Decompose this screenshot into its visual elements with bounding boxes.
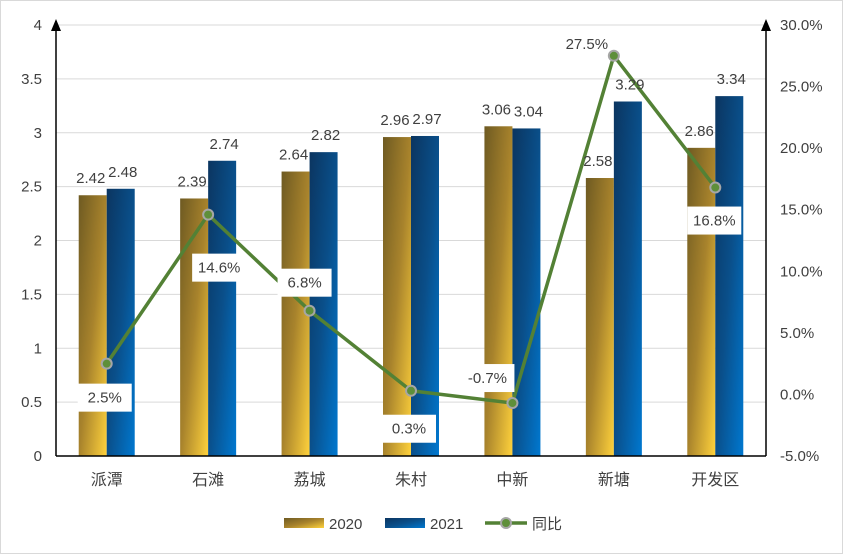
bar-value-label: 2.86 bbox=[685, 123, 714, 140]
left-tick-label: 1 bbox=[34, 340, 42, 357]
bar-2021 bbox=[208, 160, 237, 456]
bar-2020 bbox=[687, 147, 716, 456]
yoy-label-box bbox=[687, 206, 742, 235]
yoy-label-box bbox=[382, 414, 436, 443]
category-label: 新塘 bbox=[598, 470, 630, 489]
yoy-label-box bbox=[192, 253, 247, 282]
yoy-marker bbox=[506, 397, 519, 410]
bar-2021 bbox=[106, 188, 135, 456]
left-tick-label: 0.5 bbox=[21, 394, 42, 411]
bar-2021 bbox=[309, 152, 338, 456]
yoy-value-label: 2.5% bbox=[88, 390, 122, 407]
legend-marker-icon bbox=[500, 517, 512, 529]
right-tick-label: -5.0% bbox=[780, 448, 819, 465]
bar-value-label: 2.64 bbox=[279, 147, 308, 164]
left-tick-label: 3.5 bbox=[21, 71, 42, 88]
bar-2020 bbox=[585, 178, 614, 456]
category-label: 朱村 bbox=[395, 470, 427, 489]
bar-2021 bbox=[411, 135, 439, 457]
yoy-marker bbox=[607, 49, 620, 62]
legend-label-yoy: 同比 bbox=[532, 515, 562, 533]
right-tick-label: 0.0% bbox=[780, 386, 814, 403]
yoy-label-box bbox=[77, 383, 132, 412]
bar-value-label: 3.04 bbox=[514, 103, 543, 120]
legend-label-2020: 2020 bbox=[329, 516, 362, 533]
yoy-marker bbox=[303, 304, 316, 317]
yoy-value-label: 0.3% bbox=[392, 421, 426, 438]
left-tick-label: 4 bbox=[34, 17, 42, 34]
right-tick-label: 25.0% bbox=[780, 79, 823, 96]
bar-2020 bbox=[180, 198, 209, 457]
yoy-value-label: 16.8% bbox=[693, 213, 736, 230]
bar-value-label: 2.82 bbox=[311, 127, 340, 144]
right-axis-arrow-icon bbox=[761, 19, 771, 31]
category-label: 派潭 bbox=[91, 470, 123, 489]
yoy-value-label: 6.8% bbox=[287, 275, 321, 292]
legend-swatch-2020 bbox=[284, 518, 324, 528]
legend-label-2021: 2021 bbox=[430, 516, 463, 533]
yoy-marker bbox=[709, 181, 722, 194]
right-tick-label: 10.0% bbox=[780, 263, 823, 280]
right-tick-label: 15.0% bbox=[780, 202, 823, 219]
left-tick-label: 3 bbox=[34, 125, 42, 142]
category-label: 石滩 bbox=[192, 470, 224, 489]
right-tick-label: 5.0% bbox=[780, 325, 814, 342]
bar-2020 bbox=[383, 137, 411, 456]
bar-value-label: 3.29 bbox=[615, 77, 644, 94]
left-axis-arrow-icon bbox=[51, 19, 61, 31]
category-label: 中新 bbox=[496, 470, 528, 489]
bar-2021 bbox=[715, 96, 744, 457]
bar-2021 bbox=[613, 101, 642, 456]
bar-value-label: 2.74 bbox=[210, 136, 239, 153]
left-tick-label: 1.5 bbox=[21, 286, 42, 303]
right-tick-label: 30.0% bbox=[780, 17, 823, 34]
bar-value-label: 2.42 bbox=[76, 170, 105, 187]
yoy-marker bbox=[405, 384, 417, 397]
bar-value-label: 2.96 bbox=[380, 112, 409, 129]
yoy-label-box bbox=[277, 268, 332, 297]
bar-value-label: 2.39 bbox=[178, 173, 207, 190]
bar-value-label: 3.34 bbox=[717, 71, 746, 88]
yoy-marker bbox=[100, 357, 113, 370]
bar-value-label: 3.06 bbox=[482, 101, 511, 118]
legend-swatch-2021 bbox=[385, 518, 425, 528]
left-tick-label: 2 bbox=[34, 233, 42, 250]
bar-value-label: 2.58 bbox=[583, 153, 612, 170]
category-label: 荔城 bbox=[294, 470, 326, 489]
yoy-marker bbox=[202, 208, 215, 221]
left-tick-label: 0 bbox=[34, 448, 42, 465]
bar-value-label: 2.97 bbox=[412, 111, 441, 128]
yoy-value-label: -0.7% bbox=[468, 370, 507, 387]
category-label: 开发区 bbox=[691, 470, 739, 489]
bar-2020 bbox=[78, 195, 107, 456]
left-tick-label: 2.5 bbox=[21, 179, 42, 196]
right-tick-label: 20.0% bbox=[780, 140, 823, 157]
yoy-label-box bbox=[460, 364, 515, 393]
yoy-value-label: 14.6% bbox=[198, 260, 241, 277]
bar-value-label: 2.48 bbox=[108, 164, 137, 181]
yoy-value-label: 27.5% bbox=[566, 36, 609, 53]
